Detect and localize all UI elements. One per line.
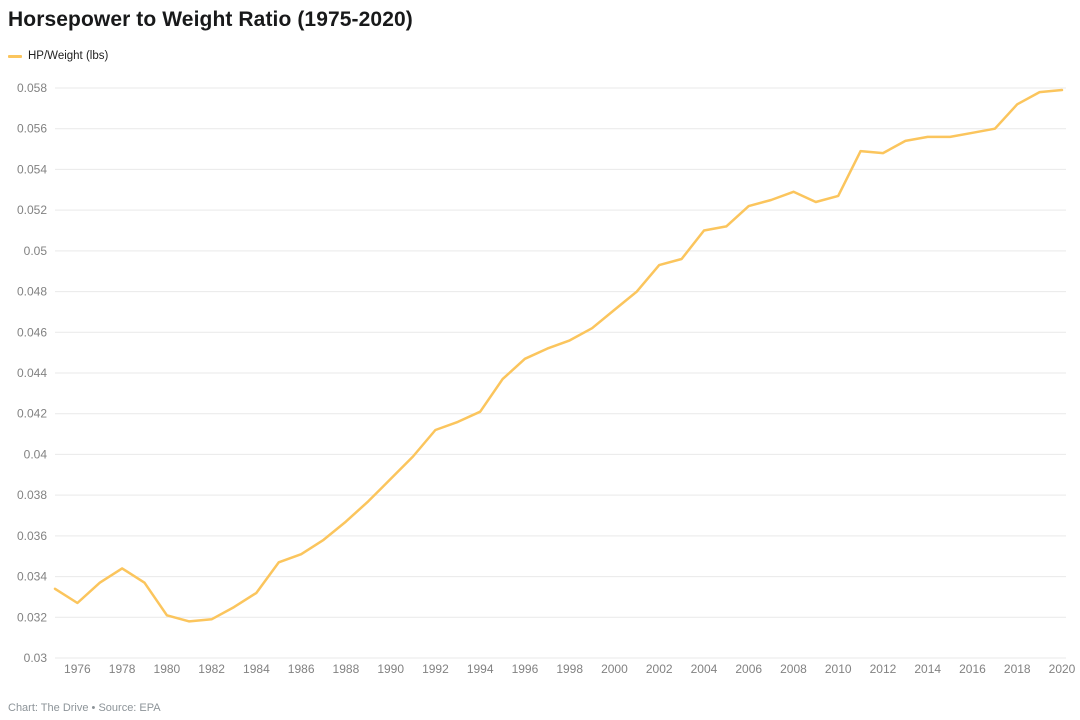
svg-text:0.054: 0.054 [17, 162, 47, 176]
svg-text:0.058: 0.058 [17, 81, 47, 95]
legend-line-swatch-icon [8, 54, 22, 58]
svg-text:1992: 1992 [422, 662, 449, 676]
svg-text:2002: 2002 [646, 662, 673, 676]
svg-text:1984: 1984 [243, 662, 270, 676]
svg-text:2012: 2012 [870, 662, 897, 676]
svg-text:2014: 2014 [914, 662, 941, 676]
legend-label: HP/Weight (lbs) [28, 50, 109, 62]
chart-title: Horsepower to Weight Ratio (1975-2020) [8, 8, 413, 31]
svg-text:1980: 1980 [154, 662, 181, 676]
svg-text:1982: 1982 [198, 662, 225, 676]
svg-text:1998: 1998 [556, 662, 583, 676]
svg-text:0.048: 0.048 [17, 285, 47, 299]
svg-text:2008: 2008 [780, 662, 807, 676]
legend: HP/Weight (lbs) [8, 50, 108, 62]
svg-text:0.038: 0.038 [17, 488, 47, 502]
svg-text:0.044: 0.044 [17, 366, 47, 380]
svg-text:0.042: 0.042 [17, 407, 47, 421]
svg-text:0.032: 0.032 [17, 610, 47, 624]
svg-text:1988: 1988 [333, 662, 360, 676]
svg-text:1978: 1978 [109, 662, 136, 676]
svg-text:2020: 2020 [1049, 662, 1076, 676]
svg-text:1976: 1976 [64, 662, 91, 676]
svg-text:1996: 1996 [512, 662, 539, 676]
svg-text:0.03: 0.03 [24, 651, 48, 665]
svg-text:0.056: 0.056 [17, 122, 47, 136]
svg-text:2010: 2010 [825, 662, 852, 676]
svg-text:0.04: 0.04 [24, 447, 48, 461]
svg-text:1986: 1986 [288, 662, 315, 676]
svg-text:0.05: 0.05 [24, 244, 48, 258]
svg-text:2016: 2016 [959, 662, 986, 676]
svg-text:2018: 2018 [1004, 662, 1031, 676]
svg-text:2006: 2006 [735, 662, 762, 676]
svg-text:0.034: 0.034 [17, 570, 47, 584]
svg-text:1990: 1990 [377, 662, 404, 676]
svg-text:2000: 2000 [601, 662, 628, 676]
chart-attribution: Chart: The Drive • Source: EPA [8, 702, 161, 714]
svg-text:0.052: 0.052 [17, 203, 47, 217]
svg-text:0.036: 0.036 [17, 529, 47, 543]
svg-text:1994: 1994 [467, 662, 494, 676]
svg-text:2004: 2004 [691, 662, 718, 676]
svg-text:0.046: 0.046 [17, 325, 47, 339]
